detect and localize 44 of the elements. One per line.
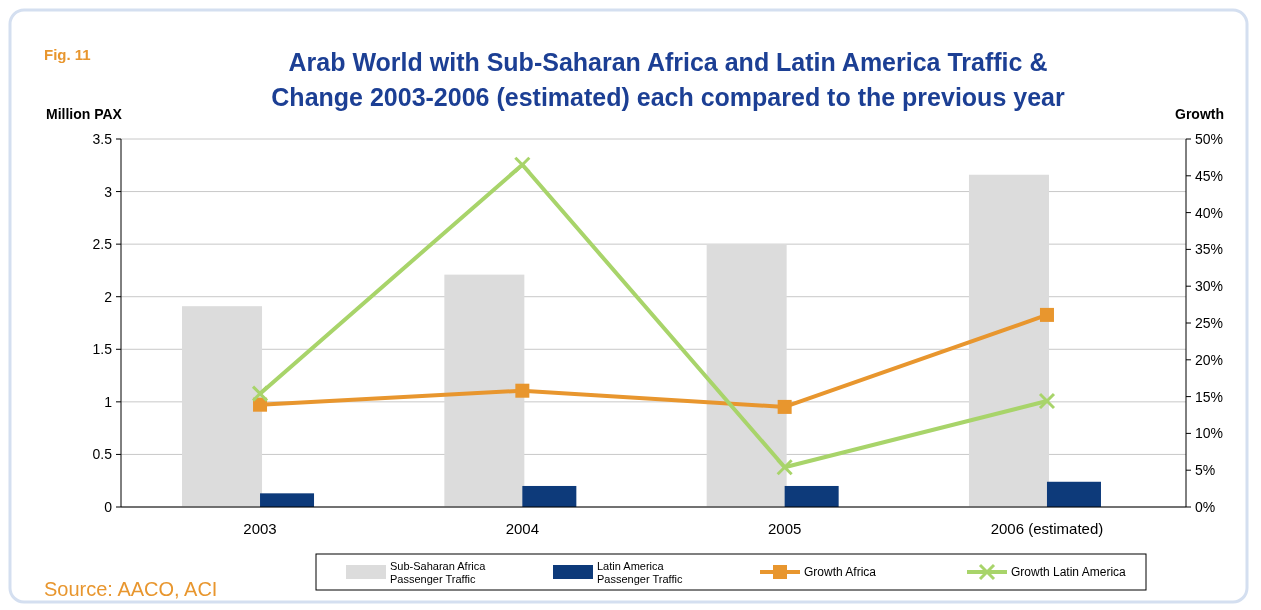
bar bbox=[260, 493, 315, 507]
bar bbox=[706, 244, 787, 507]
y2-tick-label: 40% bbox=[1195, 204, 1224, 221]
bar bbox=[522, 485, 577, 507]
y2-tick-label: 45% bbox=[1195, 167, 1224, 184]
y2-tick-label: 25% bbox=[1195, 315, 1224, 331]
point bbox=[777, 399, 792, 414]
x-tick-label: 2005 bbox=[767, 520, 802, 537]
source-note: Source: AACO, ACI bbox=[44, 578, 218, 600]
bar bbox=[1046, 481, 1101, 507]
y2-tick-label: 5% bbox=[1195, 462, 1216, 479]
y2-tick-label: 10% bbox=[1195, 425, 1224, 442]
y-tick-label: 1.5 bbox=[92, 341, 113, 358]
legend-label: Growth Africa bbox=[804, 565, 877, 579]
bar bbox=[968, 174, 1049, 507]
y-axis-title: Million PAX bbox=[46, 106, 123, 122]
y2-tick-label: 15% bbox=[1195, 388, 1224, 405]
y-tick-label: 0.5 bbox=[92, 446, 113, 463]
y-tick-label: 3 bbox=[104, 183, 113, 200]
y2-axis-title: Growth bbox=[1175, 106, 1224, 122]
x-tick-label: 2004 bbox=[505, 520, 540, 537]
y2-tick-label: 50% bbox=[1195, 131, 1224, 147]
legend-label: Sub-Saharan Africa Passenger Traffic bbox=[390, 559, 487, 585]
caption: Fig. 11 bbox=[44, 46, 91, 63]
point bbox=[1039, 307, 1054, 322]
point bbox=[515, 383, 530, 398]
x-tick-label: 2003 bbox=[243, 520, 277, 537]
chart-title: Arab World with Sub-Saharan Africa and Latin America Traffic & Change 2003-2006 (estimated) each compared to the previous year bbox=[271, 48, 1065, 111]
bar bbox=[182, 306, 263, 507]
bar bbox=[784, 485, 839, 507]
bar bbox=[444, 274, 525, 507]
y2-tick-label: 20% bbox=[1195, 351, 1224, 368]
y-tick-label: 3.5 bbox=[92, 131, 113, 147]
point bbox=[253, 397, 268, 412]
x-tick-label: 2006 (estimated) bbox=[990, 520, 1104, 537]
y-tick-label: 0 bbox=[104, 499, 113, 515]
legend-label: Latin America Passenger Traffic bbox=[597, 559, 683, 585]
y-tick-label: 2.5 bbox=[92, 236, 113, 253]
y-tick-label: 1 bbox=[104, 393, 113, 410]
legend-label: Growth Latin America bbox=[1011, 565, 1127, 579]
y2-tick-label: 30% bbox=[1195, 278, 1224, 295]
y-tick-label: 2 bbox=[104, 288, 113, 305]
y2-tick-label: 35% bbox=[1195, 241, 1224, 258]
y2-tick-label: 0% bbox=[1195, 499, 1216, 515]
